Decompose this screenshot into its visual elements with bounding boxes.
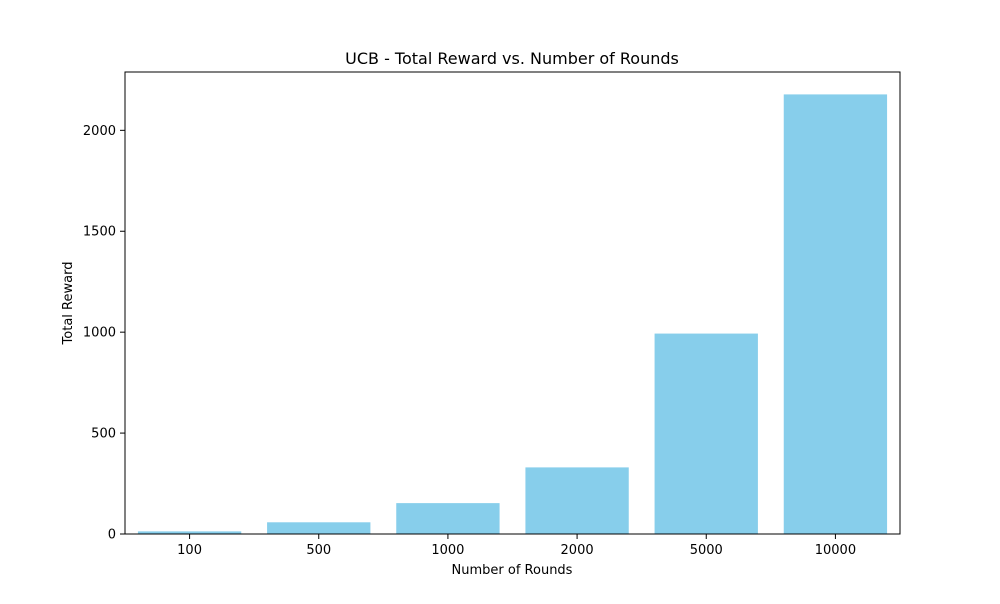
x-tick-label: 10000	[815, 543, 856, 558]
x-tick-label: 1000	[431, 543, 464, 558]
bars-group	[137, 94, 888, 535]
plot-frame	[124, 71, 901, 535]
x-axis-ticks: 100 500 1000 2000 5000 10000	[177, 534, 856, 558]
y-tick-label: 1500	[83, 225, 116, 240]
x-tick-label: 2000	[561, 543, 594, 558]
x-tick-label: 5000	[690, 543, 723, 558]
chart-title: UCB - Total Reward vs. Number of Rounds	[345, 49, 679, 68]
bar-2000	[525, 467, 629, 534]
y-axis-label: Total Reward	[61, 262, 76, 346]
y-tick-label: 2000	[83, 124, 116, 139]
y-axis-ticks: 0 500 1000 1500 2000	[83, 124, 125, 543]
x-tick-label: 500	[306, 543, 331, 558]
bar-10000	[783, 94, 888, 535]
y-tick-label: 500	[91, 427, 116, 442]
bar-5000	[654, 333, 758, 534]
bar-500	[267, 522, 371, 534]
y-tick-label: 0	[108, 528, 116, 543]
y-tick-label: 1000	[83, 326, 116, 341]
bar-1000	[396, 503, 500, 534]
x-tick-label: 100	[177, 543, 202, 558]
bar-100	[137, 531, 242, 534]
x-axis-label: Number of Rounds	[452, 563, 573, 578]
